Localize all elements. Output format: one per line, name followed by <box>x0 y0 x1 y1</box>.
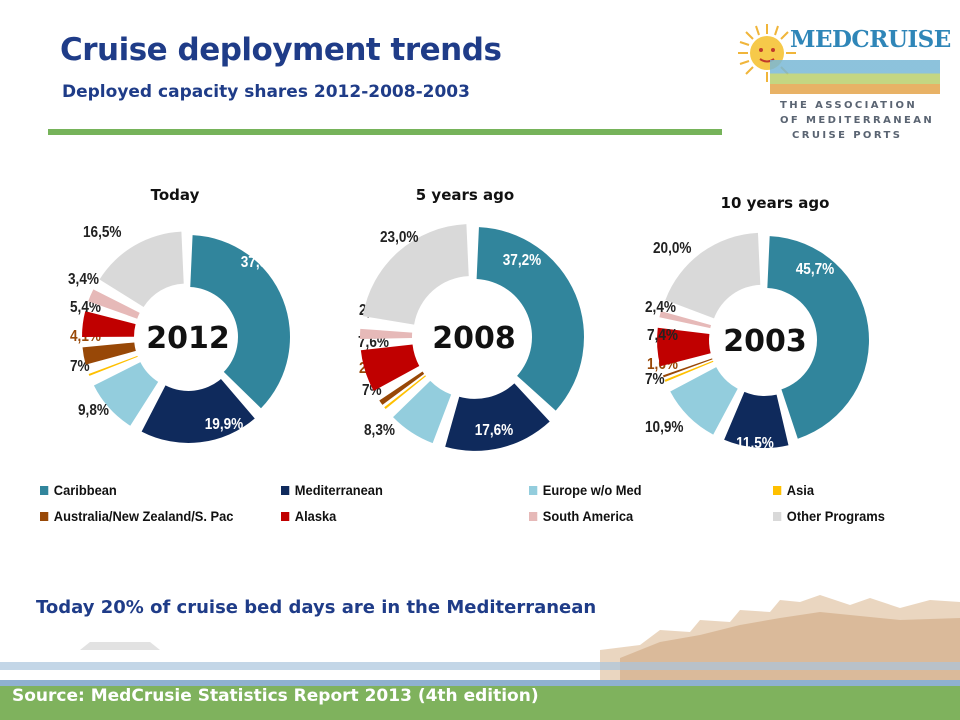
slice-2012-caribbean <box>190 235 291 409</box>
slice-2008-asia <box>384 375 426 409</box>
legend-item-europe-w-o-med: Europe w/o Med <box>529 482 642 498</box>
data-label-2012-5: 5,4% <box>70 299 101 316</box>
slice-2003-alaska <box>657 327 711 367</box>
legend-item-asia: Asia <box>773 482 814 498</box>
center-label-2003: 2003 <box>723 324 807 359</box>
footer-bar <box>0 686 960 720</box>
legend-label: Mediterranean <box>294 482 383 498</box>
chart-caption-2012: Today <box>151 186 200 204</box>
slice-2008-other-programs <box>362 224 469 325</box>
legend-label: Australia/New Zealand/S. Pac <box>53 508 234 524</box>
legend-item-south-america: South America <box>529 508 633 524</box>
slice-2003-asia <box>664 360 714 382</box>
data-label-2003-7: 20,0% <box>653 240 692 257</box>
data-label-2008-1: 17,6% <box>475 422 514 439</box>
footer <box>0 680 960 720</box>
legend-swatch <box>529 511 538 521</box>
data-label-2012-7: 16,5% <box>83 224 122 241</box>
slice-2008-australia-new-zealand-s-pac <box>379 371 425 405</box>
chart-caption-2008: 5 years ago <box>416 186 514 204</box>
legend-item-other-programs: Other Programs <box>773 508 885 524</box>
slice-2003-other-programs <box>665 232 761 319</box>
legend-label: Alaska <box>294 508 337 524</box>
page-title: Cruise deployment trends <box>60 32 502 68</box>
slice-2008-south-america <box>360 328 413 340</box>
title-rule <box>48 129 722 135</box>
logo-color-bars <box>770 60 940 94</box>
slice-2012-alaska <box>82 311 136 337</box>
slice-2012-asia <box>88 355 138 376</box>
slice-2003-south-america <box>659 311 712 329</box>
data-label-2008-7: 23,0% <box>380 229 419 246</box>
footer-stripe <box>0 680 960 686</box>
legend-label: Europe w/o Med <box>542 482 642 498</box>
data-label-2012-3: 7% <box>70 358 90 375</box>
data-label-2012-0: 37,3% <box>241 254 280 271</box>
legend-swatch <box>281 485 290 495</box>
legend-swatch <box>773 485 782 495</box>
data-label-2012-1: 19,9% <box>205 416 244 433</box>
slice-2012-australia-new-zealand-s-pac <box>82 342 136 365</box>
slice-2003-australia-new-zealand-s-pac <box>662 358 713 378</box>
legend-swatch <box>40 511 49 521</box>
slice-2012-europe-w-o-med <box>93 362 159 426</box>
data-label-2003-2: 10,9% <box>645 419 684 436</box>
slice-2012-mediterranean <box>141 378 255 443</box>
slice-2003-caribbean <box>767 236 869 439</box>
data-label-2003-6: 2,4% <box>645 299 676 316</box>
slice-2012-other-programs <box>99 231 184 308</box>
sun-face-icon <box>738 24 796 82</box>
page-subtitle: Deployed capacity shares 2012-2008-2003 <box>62 82 470 102</box>
slice-2008-caribbean <box>476 227 584 411</box>
chart-caption-2003: 10 years ago <box>721 194 830 212</box>
logo-tagline-1: THE ASSOCIATION <box>780 100 918 111</box>
legend-item-alaska: Alaska <box>281 508 336 524</box>
source-note: Source: MedCrusie Statistics Report 2013… <box>12 686 539 706</box>
logo-name: MEDCRUISE <box>790 26 951 53</box>
mediterranean-note: Today 20% of cruise bed days are in the … <box>36 597 597 618</box>
logo-tagline-3: CRUISE PORTS <box>792 130 903 141</box>
legend: Caribbean Mediterranean Europe w/o Med Asia… <box>40 482 940 532</box>
slice-2012-south-america <box>88 289 140 319</box>
center-label-2012: 2012 <box>146 321 230 356</box>
medcruise-logo: MEDCRUISE THE ASSOCIATION OF MEDITERRANE… <box>730 18 951 148</box>
legend-swatch <box>773 511 782 521</box>
data-label-2003-5: 7,4% <box>647 327 678 344</box>
legend-item-caribbean: Caribbean <box>40 482 117 498</box>
legend-item-mediterranean: Mediterranean <box>281 482 383 498</box>
legend-swatch <box>529 485 538 495</box>
data-label-2012-2: 9,8% <box>78 402 109 419</box>
data-label-2003-3: 7% <box>645 371 665 388</box>
data-label-2003-0: 45,7% <box>796 261 835 278</box>
data-label-2012-6: 3,4% <box>68 271 99 288</box>
slice-2008-mediterranean <box>445 383 550 451</box>
logo-tagline-2: OF MEDITERRANEAN <box>780 115 935 126</box>
data-label-2008-2: 8,3% <box>364 422 395 439</box>
legend-label: Asia <box>786 482 815 498</box>
legend-swatch <box>281 511 290 521</box>
legend-label: Caribbean <box>53 482 117 498</box>
center-label-2008: 2008 <box>432 321 516 356</box>
slice-2003-europe-w-o-med <box>670 367 738 435</box>
legend-swatch <box>40 485 49 495</box>
legend-item-australia-new-zealand-s-pac: Australia/New Zealand/S. Pac <box>40 508 233 524</box>
legend-label: South America <box>542 508 634 524</box>
data-label-2003-1: 11,5% <box>736 435 774 452</box>
slice-2003-mediterranean <box>724 391 789 448</box>
slice-2008-alaska <box>360 344 420 391</box>
slice-2008-europe-w-o-med <box>393 380 452 444</box>
data-label-2008-0: 37,2% <box>503 252 542 269</box>
legend-label: Other Programs <box>786 508 885 524</box>
harbor-town-illustration <box>0 595 960 680</box>
